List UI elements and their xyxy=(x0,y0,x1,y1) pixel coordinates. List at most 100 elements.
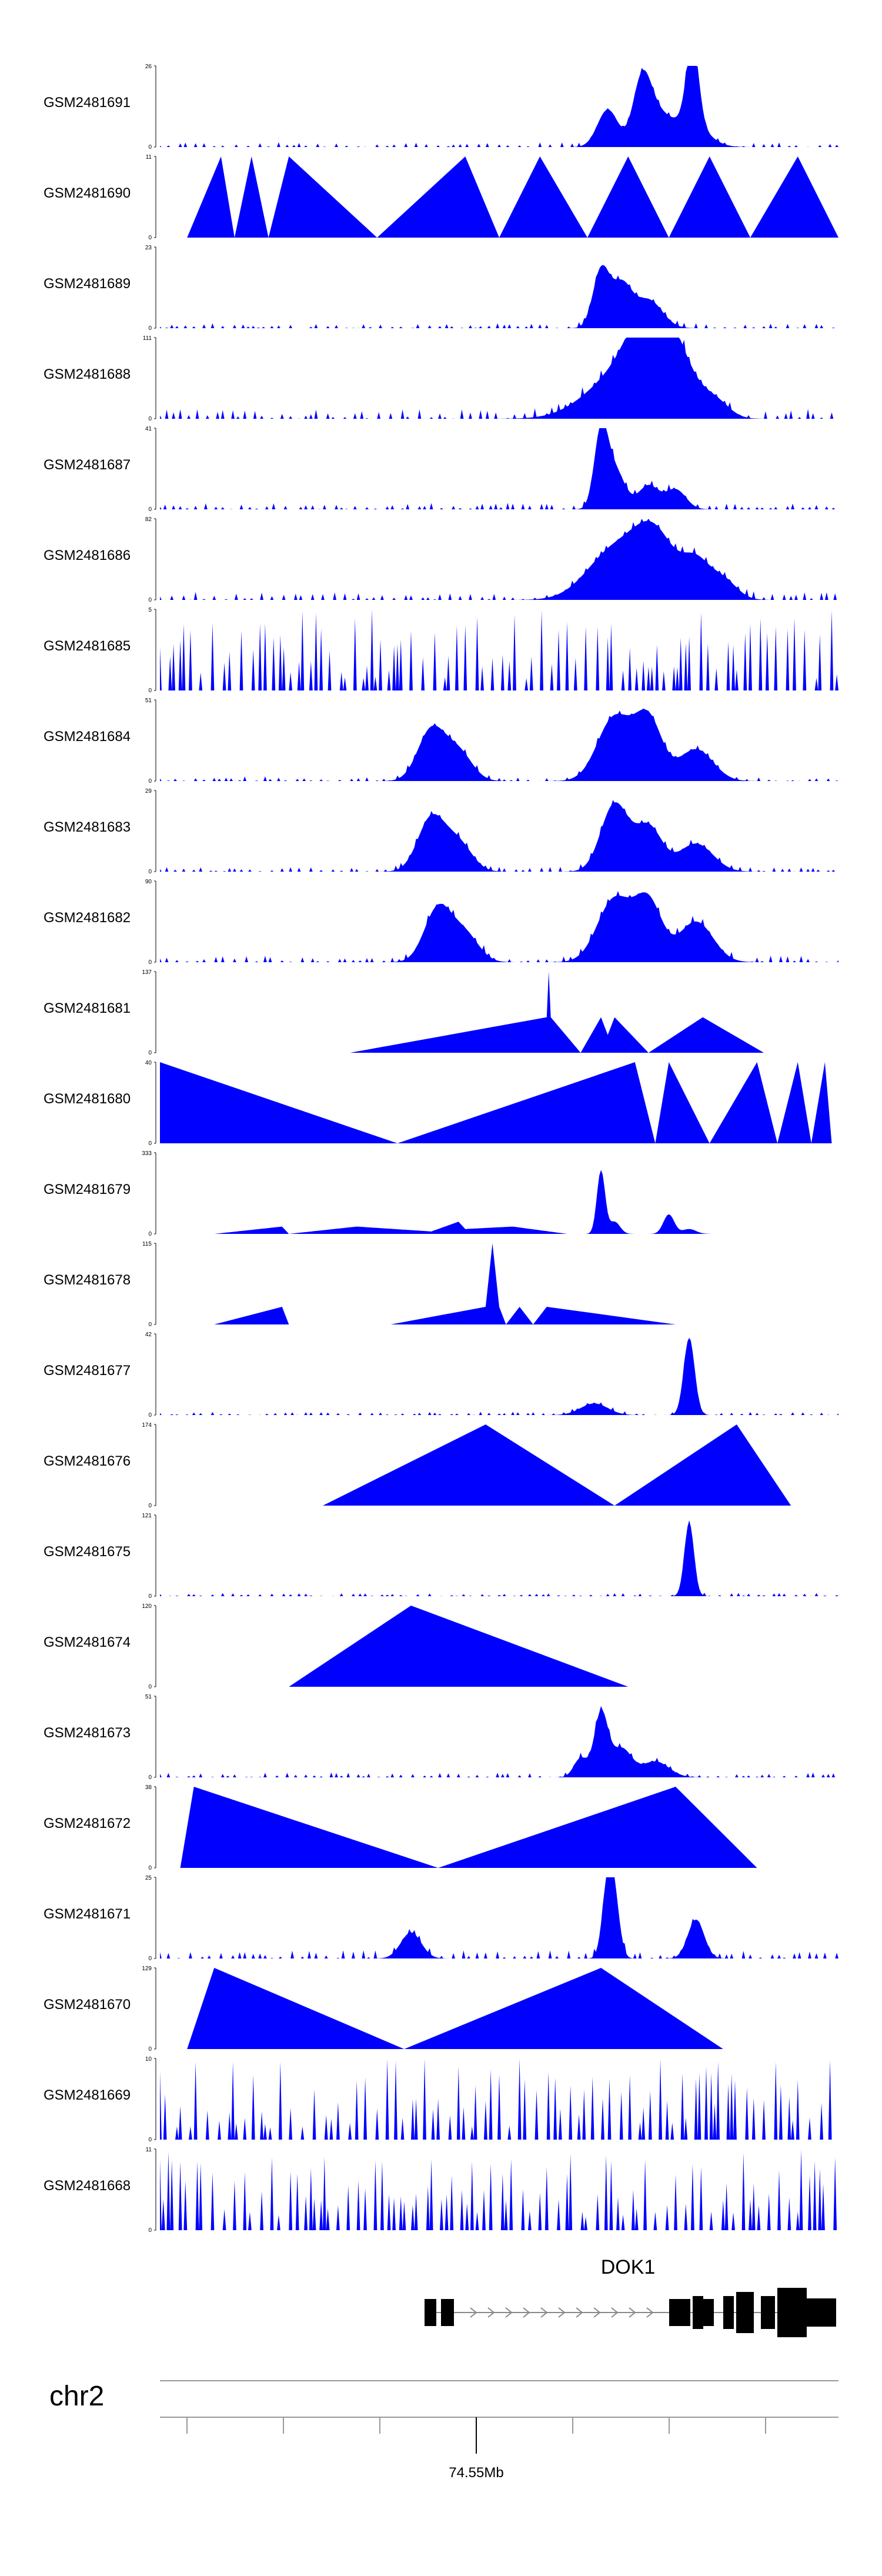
strand-arrow xyxy=(558,2307,566,2318)
track-label: GSM2481679 xyxy=(44,1182,131,1197)
track-label: GSM2481683 xyxy=(44,819,131,835)
gene-exon xyxy=(693,2296,703,2329)
coverage-area-GSM2481686 xyxy=(160,519,838,600)
coverage-area-GSM2481681 xyxy=(350,972,764,1053)
track-label: GSM2481685 xyxy=(44,638,131,654)
coverage-area-GSM2481668 xyxy=(160,2150,838,2230)
y-min-label: 0 xyxy=(148,597,152,603)
coverage-area-GSM2481685 xyxy=(160,609,838,690)
gene-exon xyxy=(761,2296,775,2329)
y-min-label: 0 xyxy=(148,1956,152,1962)
y-max-label: 40 xyxy=(145,1060,152,1066)
y-max-label: 111 xyxy=(143,335,152,342)
y-min-label: 0 xyxy=(148,2137,152,2143)
track-label: GSM2481687 xyxy=(44,457,131,473)
y-max-label: 90 xyxy=(145,879,152,885)
y-max-label: 23 xyxy=(145,245,152,251)
y-min-label: 0 xyxy=(148,869,152,875)
coverage-area-GSM2481676 xyxy=(322,1424,791,1506)
y-max-label: 42 xyxy=(145,1332,152,1338)
track-label: GSM2481678 xyxy=(44,1272,131,1288)
coverage-area-GSM2481679 xyxy=(160,1170,838,1234)
y-max-label: 51 xyxy=(145,1694,152,1700)
coverage-area-GSM2481672 xyxy=(180,1787,757,1868)
y-min-label: 0 xyxy=(148,1503,152,1509)
y-min-label: 0 xyxy=(148,325,152,332)
coverage-area-GSM2481674 xyxy=(289,1606,629,1687)
coverage-area-GSM2481684 xyxy=(160,708,838,781)
coverage-area-GSM2481683 xyxy=(160,800,838,872)
chromosome-label: chr2 xyxy=(49,2381,104,2412)
gene-exon xyxy=(669,2299,690,2326)
coverage-area-GSM2481680 xyxy=(160,1062,832,1143)
y-min-label: 0 xyxy=(148,1412,152,1419)
y-min-label: 0 xyxy=(148,2046,152,2053)
y-min-label: 0 xyxy=(148,778,152,785)
coverage-area-GSM2481682 xyxy=(160,891,838,962)
y-min-label: 0 xyxy=(148,688,152,694)
coverage-area-GSM2481678 xyxy=(214,1243,676,1324)
track-label: GSM2481668 xyxy=(44,2178,131,2194)
strand-arrow xyxy=(540,2307,548,2318)
gene-exon xyxy=(703,2299,714,2326)
coverage-area-GSM2481687 xyxy=(160,428,838,509)
track-label: GSM2481676 xyxy=(44,1453,131,1469)
track-label: GSM2481673 xyxy=(44,1725,131,1741)
strand-arrow xyxy=(505,2307,513,2318)
track-label: GSM2481682 xyxy=(44,910,131,926)
strand-arrow xyxy=(523,2307,530,2318)
coverage-area-GSM2481670 xyxy=(187,1968,723,2049)
y-max-label: 25 xyxy=(145,1875,152,1881)
y-max-label: 120 xyxy=(142,1603,152,1610)
y-max-label: 26 xyxy=(145,64,152,70)
y-min-label: 0 xyxy=(148,1231,152,1237)
strand-arrow xyxy=(629,2307,636,2318)
track-label: GSM2481677 xyxy=(44,1363,131,1379)
y-max-label: 121 xyxy=(142,1513,152,1519)
coverage-area-GSM2481671 xyxy=(160,1877,838,1958)
strand-arrow xyxy=(576,2307,583,2318)
track-label: GSM2481680 xyxy=(44,1091,131,1107)
y-max-label: 174 xyxy=(142,1422,152,1429)
y-max-label: 82 xyxy=(145,516,152,523)
gene-exon xyxy=(425,2299,436,2326)
track-label: GSM2481690 xyxy=(44,185,131,201)
y-min-label: 0 xyxy=(148,144,152,151)
coverage-area-GSM2481673 xyxy=(160,1706,838,1777)
y-max-label: 115 xyxy=(142,1241,152,1247)
y-min-label: 0 xyxy=(148,1322,152,1328)
y-max-label: 137 xyxy=(142,969,152,976)
y-max-label: 51 xyxy=(145,698,152,704)
y-max-label: 41 xyxy=(145,426,152,432)
gene-exon xyxy=(777,2288,807,2337)
strand-arrow xyxy=(593,2307,601,2318)
track-label: GSM2481672 xyxy=(44,1816,131,1831)
y-max-label: 11 xyxy=(146,2147,152,2153)
track-label: GSM2481681 xyxy=(44,1000,131,1016)
track-label: GSM2481688 xyxy=(44,366,131,382)
gene-exon xyxy=(441,2299,454,2326)
track-label: GSM2481691 xyxy=(44,95,131,111)
coverage-area-GSM2481669 xyxy=(160,2058,838,2140)
y-max-label: 10 xyxy=(145,2056,152,2063)
coverage-area-GSM2481677 xyxy=(160,1337,838,1415)
gene-exon xyxy=(736,2292,754,2333)
y-min-label: 0 xyxy=(148,1865,152,1871)
y-min-label: 0 xyxy=(148,235,152,241)
gene-name: DOK1 xyxy=(601,2256,656,2278)
coverage-area-GSM2481689 xyxy=(160,265,838,328)
coverage-area-GSM2481688 xyxy=(160,338,838,419)
strand-arrow xyxy=(470,2307,477,2318)
gene-exon xyxy=(807,2298,836,2327)
y-min-label: 0 xyxy=(148,1593,152,1600)
y-max-label: 38 xyxy=(145,1784,152,1791)
coverage-area-GSM2481690 xyxy=(187,156,838,238)
y-max-label: 29 xyxy=(145,788,152,795)
gene-exon xyxy=(723,2296,734,2329)
position-label: 74.55Mb xyxy=(449,2465,503,2481)
y-min-label: 0 xyxy=(148,959,152,966)
track-label: GSM2481684 xyxy=(44,729,131,745)
strand-arrow xyxy=(611,2307,619,2318)
y-max-label: 5 xyxy=(148,607,152,613)
y-max-label: 129 xyxy=(142,1966,152,1972)
